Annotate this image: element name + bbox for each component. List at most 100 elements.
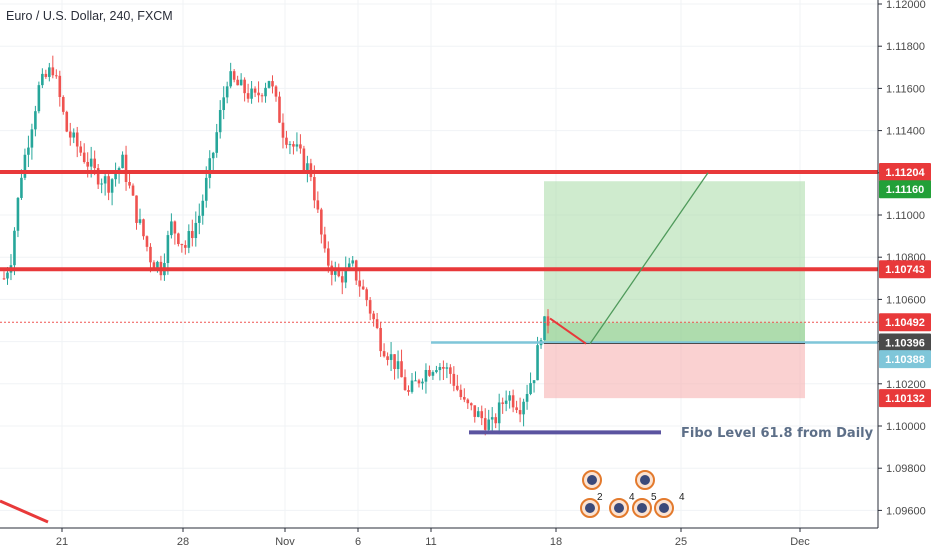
candle-body [522, 401, 525, 415]
candle-body [61, 96, 65, 112]
candle-body [393, 354, 396, 370]
candle-body [532, 380, 536, 384]
time-tick-label: 18 [550, 536, 562, 548]
candle-body [41, 73, 44, 86]
candle-body [435, 370, 438, 373]
price-tag [879, 313, 931, 332]
candle-body [96, 168, 100, 185]
candle-body [173, 221, 177, 234]
candle-body [37, 85, 41, 112]
event-count: 2 [597, 492, 603, 503]
candle-body [288, 144, 292, 146]
candle-body [400, 361, 403, 378]
price-tag-label: 1.11160 [886, 184, 925, 196]
candle-body [365, 289, 368, 301]
price-tick-label: 1.11000 [886, 210, 925, 222]
candle-body [184, 245, 187, 248]
candle-body [103, 176, 107, 184]
time-tick-label: Dec [790, 536, 810, 548]
candle-body [511, 395, 515, 408]
candle-body [13, 230, 16, 266]
candle-body [201, 200, 205, 216]
price-tag-label: 1.10388 [885, 354, 925, 366]
price-tag-label: 1.10132 [885, 393, 925, 405]
candle-body [145, 236, 149, 247]
candle-body [452, 373, 456, 386]
overlays [0, 169, 878, 524]
candle-body [135, 195, 138, 223]
candle-body [299, 144, 302, 149]
candle-body [480, 411, 484, 419]
candle-body [68, 131, 72, 138]
candle-body [417, 380, 421, 384]
price-tick-label: 1.12000 [886, 0, 926, 11]
event-count: 4 [679, 492, 685, 503]
candle-body [421, 381, 424, 384]
stop-zone [544, 342, 805, 399]
time-tick-label: 28 [177, 536, 189, 548]
price-tag-label: 1.11204 [885, 167, 925, 179]
price-tag [879, 350, 931, 369]
candle-body [72, 132, 76, 138]
candle-body [232, 71, 236, 80]
candle-body [386, 356, 389, 360]
candle-body [525, 394, 529, 402]
event-flag-core [585, 503, 595, 513]
candle-body [424, 369, 428, 382]
price-tick-label: 1.10600 [886, 294, 926, 306]
price-tick-label: 1.11600 [886, 83, 925, 95]
candle-body [271, 81, 274, 87]
candle-body [490, 417, 494, 420]
event-count: 4 [629, 492, 635, 503]
candle-body [239, 79, 243, 86]
candle-body [243, 79, 246, 94]
price-tag-label: 1.10743 [885, 264, 925, 276]
candle-body [142, 219, 145, 237]
candle-body [236, 79, 239, 86]
event-flag-core [659, 503, 669, 513]
candle-body [51, 67, 55, 76]
candle-body [107, 176, 110, 193]
candle-body [79, 146, 83, 153]
price-tags: 1.11204 1.11160 1.10743 1.10492 1.10396 1.103… [879, 162, 931, 408]
projection-rally [589, 172, 709, 345]
candle-body [27, 147, 30, 155]
candle-body [389, 354, 393, 360]
candle-body [6, 272, 9, 279]
candle-body [438, 366, 442, 371]
candle-body [344, 268, 348, 283]
candle-body [229, 71, 232, 87]
candle-body [170, 221, 173, 236]
candle-body [410, 380, 414, 392]
candle-body [340, 276, 344, 283]
candle-body [166, 235, 170, 264]
candle-body [86, 161, 89, 167]
candle-body [65, 111, 69, 132]
price-tag-label: 1.10492 [885, 317, 925, 329]
candle-body [337, 268, 341, 277]
candle-body [396, 361, 400, 370]
candle-body [55, 75, 58, 77]
candle-body [361, 286, 365, 290]
candle-body [463, 397, 466, 400]
candle-body [518, 410, 522, 415]
event-count: 5 [651, 492, 657, 503]
candle-body [546, 316, 550, 326]
candle-body [267, 81, 271, 88]
time-axis: 21 28 Nov 6 11 18 25 Dec [0, 527, 878, 548]
candle-body [306, 163, 309, 171]
candle-body [292, 144, 295, 147]
candle-body [222, 97, 225, 111]
price-tick-label: 1.10000 [886, 421, 926, 433]
price-tick-label: 1.11400 [886, 126, 925, 138]
time-tick-label: 6 [355, 536, 361, 548]
candle-body [194, 222, 198, 239]
candle-body [253, 88, 257, 93]
candle-body [347, 263, 351, 269]
candle-body [30, 129, 34, 148]
candle-body [428, 369, 431, 376]
candle-body [285, 137, 288, 145]
event-flag-core [614, 503, 624, 513]
candle-body [211, 152, 215, 159]
